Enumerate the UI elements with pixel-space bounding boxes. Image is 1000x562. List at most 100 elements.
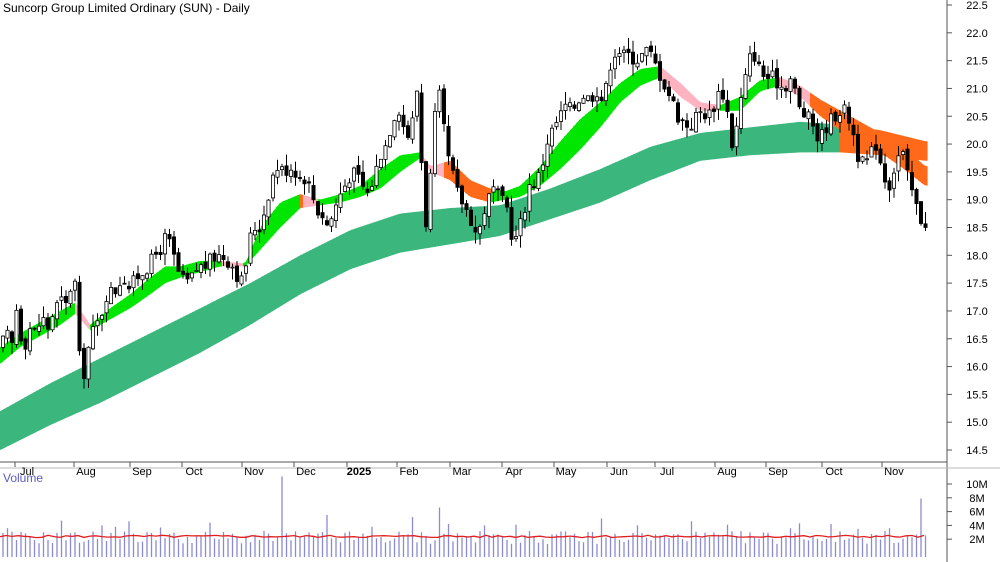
volume-moving-average-line bbox=[0, 534, 925, 539]
long-ribbon-segment bbox=[672, 139, 676, 172]
long-ribbon-segment bbox=[678, 138, 682, 170]
long-ribbon-segment bbox=[753, 126, 757, 155]
long-ribbon-segment bbox=[765, 125, 769, 155]
short-ribbon-segment bbox=[510, 188, 514, 199]
long-ribbon-segment bbox=[378, 219, 382, 260]
long-ribbon-segment bbox=[690, 134, 694, 165]
short-ribbon-segment bbox=[72, 302, 76, 316]
short-ribbon-segment bbox=[636, 69, 640, 89]
short-ribbon-segment bbox=[861, 122, 865, 144]
long-ribbon-segment bbox=[438, 209, 442, 247]
candle-body bbox=[0, 335, 6, 348]
short-ribbon-segment bbox=[801, 86, 805, 101]
candle-body bbox=[514, 236, 519, 240]
long-ribbon-segment bbox=[702, 132, 706, 161]
long-ribbon-segment bbox=[435, 209, 439, 247]
short-ribbon-segment bbox=[117, 301, 121, 316]
short-ribbon-segment bbox=[126, 294, 130, 311]
candle-body bbox=[378, 158, 383, 169]
long-ribbon-segment bbox=[18, 399, 22, 441]
long-ribbon-segment bbox=[270, 270, 274, 313]
short-ribbon-segment bbox=[729, 100, 733, 111]
short-ribbon-segment bbox=[297, 194, 301, 211]
long-ribbon-segment bbox=[786, 123, 790, 154]
candle-body bbox=[158, 251, 163, 255]
x-tick-label: Jun bbox=[610, 466, 628, 478]
long-ribbon-segment bbox=[594, 170, 598, 205]
long-ribbon-segment bbox=[654, 144, 658, 179]
candle-body bbox=[482, 213, 487, 226]
candle-body bbox=[595, 96, 600, 102]
candle-body bbox=[320, 212, 325, 219]
y-tick-label: 21.0 bbox=[966, 83, 987, 95]
short-ribbon-segment bbox=[465, 175, 469, 196]
long-ribbon-segment bbox=[234, 289, 238, 334]
candle-body bbox=[365, 188, 370, 193]
candle-body bbox=[293, 170, 298, 178]
long-ribbon-segment bbox=[129, 342, 133, 389]
candle-body bbox=[856, 133, 861, 162]
short-ribbon-segment bbox=[756, 80, 760, 96]
short-ribbon-segment bbox=[549, 151, 553, 179]
long-ribbon-segment bbox=[96, 358, 100, 405]
candle-body bbox=[64, 295, 69, 303]
x-tick-label: Dec bbox=[296, 466, 316, 478]
candle-body bbox=[806, 111, 811, 120]
y-tick-label: 22.5 bbox=[966, 0, 987, 12]
long-ribbon-segment bbox=[123, 345, 127, 392]
long-ribbon-segment bbox=[390, 215, 394, 256]
long-ribbon-segment bbox=[834, 124, 838, 153]
long-ribbon-segment bbox=[552, 186, 556, 219]
long-ribbon-segment bbox=[48, 382, 52, 426]
long-ribbon-segment bbox=[450, 207, 454, 245]
short-ribbon-segment bbox=[60, 309, 64, 325]
candle-body bbox=[712, 108, 717, 112]
candle-body bbox=[797, 87, 802, 108]
short-ribbon-segment bbox=[915, 157, 919, 181]
long-ribbon-segment bbox=[108, 352, 112, 399]
long-ribbon-segment bbox=[609, 163, 613, 199]
candle-body bbox=[144, 273, 149, 279]
candle-body bbox=[86, 346, 91, 380]
short-ribbon-segment bbox=[912, 154, 916, 178]
long-ribbon-segment bbox=[309, 249, 313, 290]
short-ribbon-segment bbox=[516, 186, 520, 198]
candle-body bbox=[847, 106, 852, 124]
candle-body bbox=[275, 169, 280, 178]
long-ribbon-segment bbox=[717, 130, 721, 159]
long-ribbon-segment bbox=[315, 246, 319, 287]
candle-body bbox=[721, 89, 726, 100]
candle-body bbox=[878, 148, 883, 164]
candle-body bbox=[743, 74, 748, 99]
long-ribbon-segment bbox=[213, 300, 217, 346]
candle-body bbox=[491, 186, 496, 193]
long-ribbon-segment bbox=[396, 213, 400, 254]
long-ribbon-segment bbox=[135, 339, 139, 386]
short-ribbon-segment bbox=[123, 297, 127, 312]
y-tick-label: 16.0 bbox=[966, 362, 987, 374]
long-ribbon-segment bbox=[168, 322, 172, 369]
long-ribbon-segment bbox=[243, 285, 247, 329]
candle-body bbox=[198, 264, 203, 273]
candle-body bbox=[180, 270, 185, 275]
candle-body bbox=[887, 180, 892, 191]
long-ribbon-segment bbox=[441, 208, 445, 246]
short-ribbon-segment bbox=[594, 104, 598, 135]
long-ribbon-segment bbox=[444, 208, 448, 246]
long-ribbon-segment bbox=[696, 133, 700, 163]
long-ribbon-segment bbox=[381, 218, 385, 259]
long-ribbon-segment bbox=[291, 258, 295, 300]
long-ribbon-segment bbox=[570, 179, 574, 213]
short-ribbon-segment bbox=[810, 92, 814, 110]
candle-body bbox=[221, 254, 226, 260]
candle-body bbox=[329, 218, 334, 227]
long-ribbon-segment bbox=[210, 301, 214, 348]
long-ribbon-segment bbox=[42, 386, 46, 429]
short-ribbon-segment bbox=[918, 160, 922, 183]
candle-body bbox=[243, 265, 248, 274]
candle-body bbox=[527, 184, 532, 212]
candle-body bbox=[613, 56, 618, 70]
short-ribbon-segment bbox=[621, 80, 625, 102]
long-ribbon-segment bbox=[180, 316, 184, 363]
long-ribbon-segment bbox=[51, 381, 55, 425]
